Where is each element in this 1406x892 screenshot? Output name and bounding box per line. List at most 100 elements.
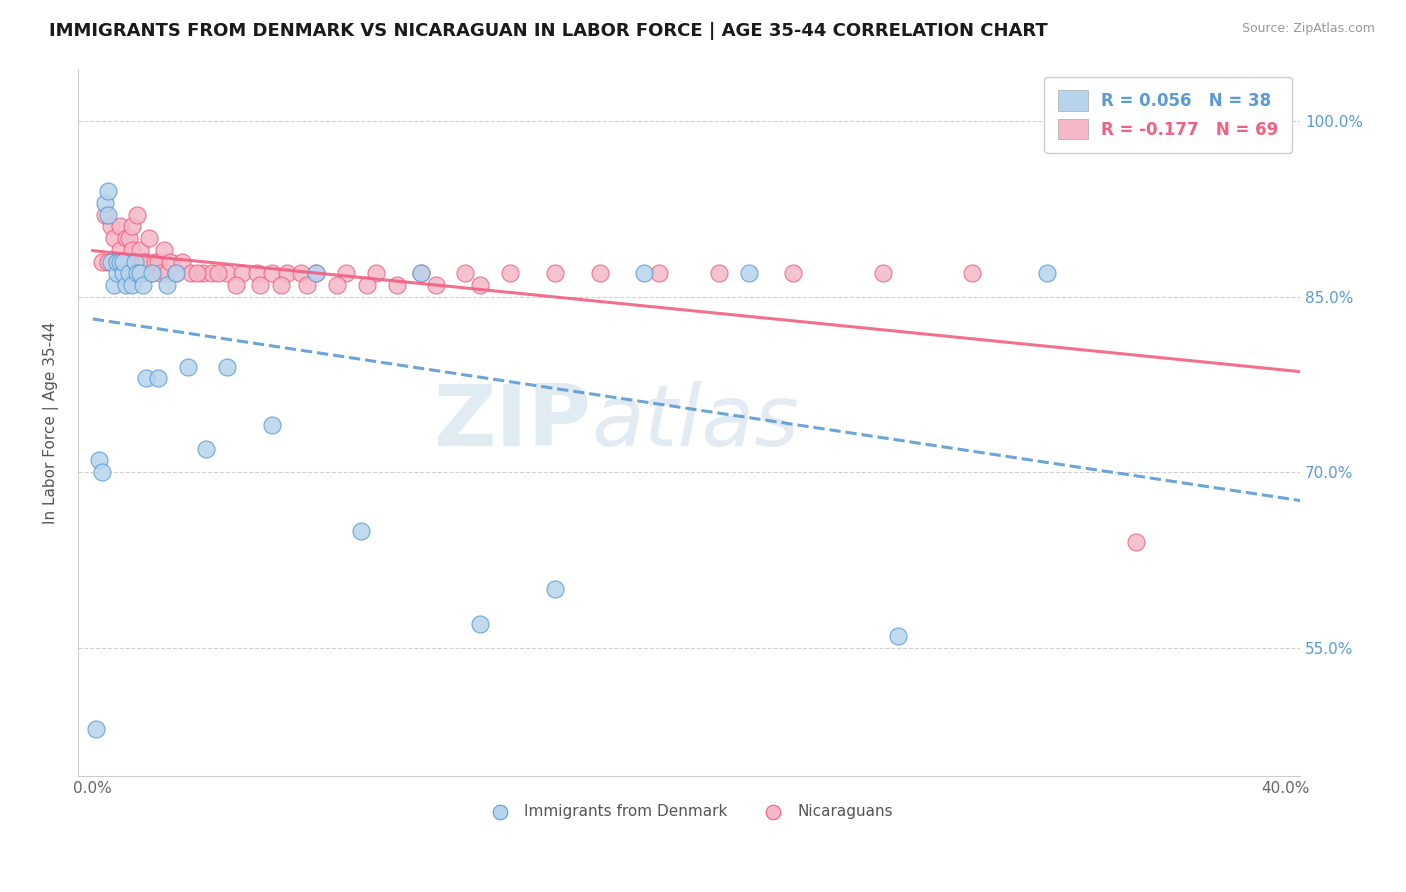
Point	[499, 266, 522, 280]
Point	[97, 185, 120, 199]
Point	[148, 371, 170, 385]
Point	[141, 266, 163, 280]
Point	[470, 617, 492, 632]
Point	[409, 266, 432, 280]
Point	[117, 266, 139, 280]
Point	[195, 442, 218, 456]
Point	[97, 254, 120, 268]
Point	[260, 266, 283, 280]
Y-axis label: In Labor Force | Age 35-44: In Labor Force | Age 35-44	[44, 321, 59, 524]
Point	[588, 266, 610, 280]
Point	[108, 254, 131, 268]
Point	[129, 266, 152, 280]
Point	[114, 254, 136, 268]
Point	[409, 266, 432, 280]
Point	[127, 266, 149, 280]
Point	[425, 277, 447, 292]
Point	[108, 219, 131, 234]
Text: Source: ZipAtlas.com: Source: ZipAtlas.com	[1241, 22, 1375, 36]
Point	[124, 254, 146, 268]
Point	[356, 277, 378, 292]
Point	[114, 277, 136, 292]
Point	[737, 266, 759, 280]
Point	[782, 266, 804, 280]
Point	[127, 208, 149, 222]
Point	[201, 266, 224, 280]
Legend: Immigrants from Denmark, Nicaraguans: Immigrants from Denmark, Nicaraguans	[478, 798, 900, 825]
Point	[186, 266, 208, 280]
Point	[290, 266, 312, 280]
Point	[121, 219, 143, 234]
Point	[129, 243, 152, 257]
Point	[132, 254, 155, 268]
Point	[648, 266, 671, 280]
Point	[305, 266, 328, 280]
Point	[1125, 535, 1147, 549]
Point	[100, 219, 122, 234]
Point	[141, 266, 163, 280]
Point	[276, 266, 298, 280]
Point	[150, 266, 173, 280]
Point	[207, 266, 229, 280]
Point	[105, 254, 128, 268]
Point	[350, 524, 373, 538]
Point	[385, 277, 408, 292]
Point	[191, 266, 214, 280]
Point	[231, 266, 253, 280]
Point	[215, 266, 238, 280]
Point	[138, 231, 160, 245]
Point	[148, 254, 170, 268]
Point	[177, 359, 200, 374]
Point	[872, 266, 894, 280]
Point	[114, 231, 136, 245]
Point	[225, 277, 247, 292]
Point	[165, 266, 187, 280]
Point	[108, 243, 131, 257]
Point	[886, 629, 908, 643]
Point	[97, 208, 120, 222]
Point	[121, 243, 143, 257]
Point	[124, 254, 146, 268]
Point	[100, 254, 122, 268]
Point	[90, 465, 112, 479]
Point	[135, 254, 157, 268]
Point	[121, 277, 143, 292]
Point	[246, 266, 269, 280]
Point	[960, 266, 983, 280]
Point	[111, 266, 134, 280]
Point	[454, 266, 477, 280]
Point	[103, 277, 125, 292]
Point	[132, 266, 155, 280]
Point	[93, 208, 115, 222]
Point	[132, 277, 155, 292]
Point	[297, 277, 319, 292]
Point	[156, 266, 179, 280]
Point	[1035, 266, 1057, 280]
Point	[633, 266, 655, 280]
Point	[103, 231, 125, 245]
Point	[84, 723, 107, 737]
Point	[180, 266, 202, 280]
Point	[117, 254, 139, 268]
Point	[135, 371, 157, 385]
Point	[544, 582, 567, 596]
Point	[249, 277, 271, 292]
Point	[93, 196, 115, 211]
Point	[90, 254, 112, 268]
Point	[111, 254, 134, 268]
Point	[111, 266, 134, 280]
Point	[159, 254, 181, 268]
Point	[172, 254, 194, 268]
Point	[105, 254, 128, 268]
Point	[270, 277, 292, 292]
Text: atlas: atlas	[591, 381, 799, 464]
Point	[470, 277, 492, 292]
Text: ZIP: ZIP	[433, 381, 591, 464]
Point	[707, 266, 730, 280]
Point	[156, 277, 179, 292]
Point	[260, 418, 283, 433]
Point	[305, 266, 328, 280]
Point	[124, 266, 146, 280]
Text: IMMIGRANTS FROM DENMARK VS NICARAGUAN IN LABOR FORCE | AGE 35-44 CORRELATION CHA: IMMIGRANTS FROM DENMARK VS NICARAGUAN IN…	[49, 22, 1047, 40]
Point	[129, 266, 152, 280]
